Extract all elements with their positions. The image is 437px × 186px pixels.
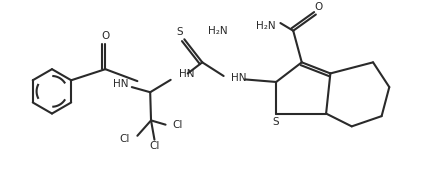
- Text: O: O: [101, 31, 110, 41]
- Text: HN: HN: [231, 73, 247, 83]
- Text: Cl: Cl: [120, 134, 130, 144]
- Text: HN: HN: [179, 69, 195, 79]
- Text: HN: HN: [113, 79, 129, 89]
- Text: Cl: Cl: [149, 141, 160, 151]
- Text: S: S: [273, 117, 279, 127]
- Text: S: S: [176, 27, 183, 37]
- Text: O: O: [314, 2, 323, 12]
- Text: H₂N: H₂N: [208, 26, 227, 36]
- Text: H₂N: H₂N: [256, 21, 275, 31]
- Text: Cl: Cl: [173, 120, 183, 130]
